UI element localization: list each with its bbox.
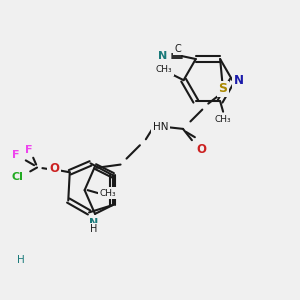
Text: S: S <box>219 82 228 95</box>
Text: H: H <box>90 224 97 234</box>
Text: Cl: Cl <box>11 172 23 182</box>
Text: O: O <box>196 142 206 156</box>
Text: CH₃: CH₃ <box>215 116 231 124</box>
Text: N: N <box>158 51 168 61</box>
Text: F: F <box>25 145 32 155</box>
Text: CH₃: CH₃ <box>156 65 172 74</box>
Text: H: H <box>17 255 25 265</box>
Text: N: N <box>89 218 98 228</box>
Text: CH₃: CH₃ <box>99 189 116 198</box>
Text: HN: HN <box>153 122 169 132</box>
Text: O: O <box>49 162 59 175</box>
Text: N: N <box>234 74 244 87</box>
Text: F: F <box>12 150 20 160</box>
Text: C: C <box>175 44 181 54</box>
